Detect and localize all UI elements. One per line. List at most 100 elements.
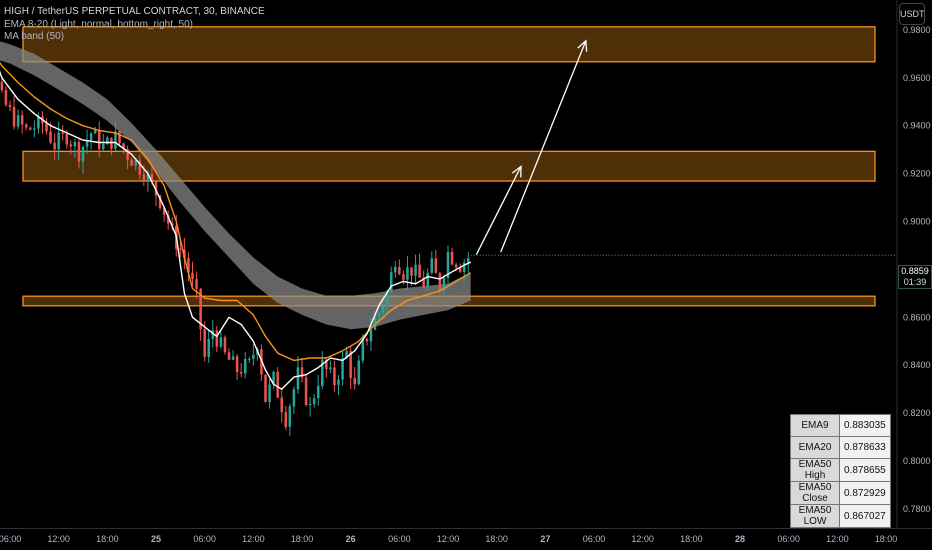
ema-value: 0.883035 <box>839 414 891 437</box>
candle-body <box>308 403 312 406</box>
candle-body <box>325 359 328 370</box>
candle-body <box>53 142 56 150</box>
candle-body <box>406 267 409 280</box>
candle-body <box>207 338 210 357</box>
candle-body <box>150 173 154 182</box>
ema-label: EMA50 High <box>790 458 840 482</box>
candle-body <box>284 412 288 427</box>
price-tick-label: 0.8400 <box>903 360 931 370</box>
candle-body <box>357 360 361 385</box>
candle-body <box>37 116 40 129</box>
candle-body <box>467 258 470 263</box>
ema9-line <box>0 70 471 390</box>
candle-body <box>337 379 340 386</box>
time-tick-label: 28 <box>735 534 745 544</box>
candle-body <box>187 258 190 273</box>
price-tick-label: 0.9200 <box>903 169 931 179</box>
candle-body <box>114 131 117 149</box>
candle-body <box>215 330 219 347</box>
candle-body <box>130 159 133 166</box>
candle-body <box>333 367 336 386</box>
candle-body <box>134 160 137 166</box>
candle-body <box>389 272 393 293</box>
candle-body <box>345 351 348 359</box>
ema-label: EMA9 <box>790 414 840 437</box>
candle-body <box>203 329 206 357</box>
time-tick-label: 12:00 <box>242 534 265 544</box>
candle-body <box>49 131 52 143</box>
candle-body <box>454 264 458 268</box>
candle-body <box>12 106 16 127</box>
bar-countdown: 01:39 <box>903 277 927 287</box>
candle-body <box>179 248 182 250</box>
ema-value: 0.867027 <box>839 504 891 528</box>
ema-table-row: EMA50 High 0.878655 <box>790 458 891 482</box>
ema-value: 0.872929 <box>839 481 891 505</box>
candle-body <box>296 367 300 390</box>
candle-body <box>118 131 121 144</box>
indicator-ema-label[interactable]: EMA 8-20 (Light, normal, bottom_right, 5… <box>4 18 193 30</box>
candle-body <box>402 274 405 280</box>
time-tick-label: 27 <box>540 534 550 544</box>
candle-body <box>458 267 462 273</box>
candle-body <box>4 90 8 105</box>
ema-table-row: EMA50 Close 0.872929 <box>790 481 891 505</box>
candle-body <box>438 273 442 292</box>
candle-body <box>102 144 105 150</box>
candle-body <box>24 124 28 128</box>
candle-body <box>361 338 365 361</box>
price-tick-label: 0.9800 <box>903 25 931 35</box>
candle-body <box>8 104 12 107</box>
candle-body <box>106 137 109 145</box>
time-tick-label: 12:00 <box>437 534 460 544</box>
candle-body <box>300 367 304 378</box>
candle-body <box>430 258 434 273</box>
candle-body <box>77 141 81 162</box>
arrow-head <box>577 39 588 52</box>
price-tick-label: 0.7800 <box>903 504 931 514</box>
candle-body <box>442 277 446 292</box>
ma-band <box>0 41 471 330</box>
candle-body <box>138 160 142 175</box>
candle-body <box>418 264 421 278</box>
candle-body <box>304 377 308 406</box>
candle-body <box>97 130 101 150</box>
candle-body <box>195 279 198 289</box>
candle-body <box>122 143 125 150</box>
ema-label: EMA50 Close <box>790 481 840 505</box>
candle-body <box>16 115 20 127</box>
symbol-title: HIGH / TetherUS PERPETUAL CONTRACT, 30, … <box>4 6 265 17</box>
candle-body <box>381 306 385 314</box>
candle-body <box>93 130 97 134</box>
candle-body <box>0 81 4 91</box>
candle-body <box>365 338 369 342</box>
indicator-maband-label[interactable]: MA band (50) <box>4 31 65 42</box>
candle-body <box>227 352 231 360</box>
candle-body <box>353 378 356 385</box>
candle-body <box>154 181 158 196</box>
ema-table: EMA9 0.883035 EMA20 0.878633 EMA50 High 0.8… <box>790 414 891 528</box>
ema-value: 0.878633 <box>839 436 891 459</box>
candle-body <box>199 288 202 330</box>
candle-body <box>385 292 389 307</box>
price-tick-label: 0.8000 <box>903 456 931 466</box>
candle-body <box>166 214 170 224</box>
candle-body <box>450 252 454 265</box>
currency-button[interactable]: USDT <box>899 3 925 25</box>
projection-arrow <box>500 40 587 253</box>
candle-body <box>280 397 283 413</box>
ema-table-row: EMA9 0.883035 <box>790 414 891 437</box>
time-tick-label: 18:00 <box>485 534 508 544</box>
candle-body <box>73 141 77 147</box>
candle-body <box>45 123 48 132</box>
last-price-value: 0.8859 <box>901 266 929 276</box>
candle-body <box>162 207 166 215</box>
candle-body <box>89 133 93 141</box>
candle-body <box>33 128 36 130</box>
candle-body <box>183 249 186 259</box>
price-tick-label: 0.9400 <box>903 121 931 131</box>
candle-body <box>61 132 64 134</box>
candle-body <box>369 329 373 342</box>
time-tick-label: 06:00 <box>583 534 606 544</box>
candle-body <box>292 389 296 407</box>
